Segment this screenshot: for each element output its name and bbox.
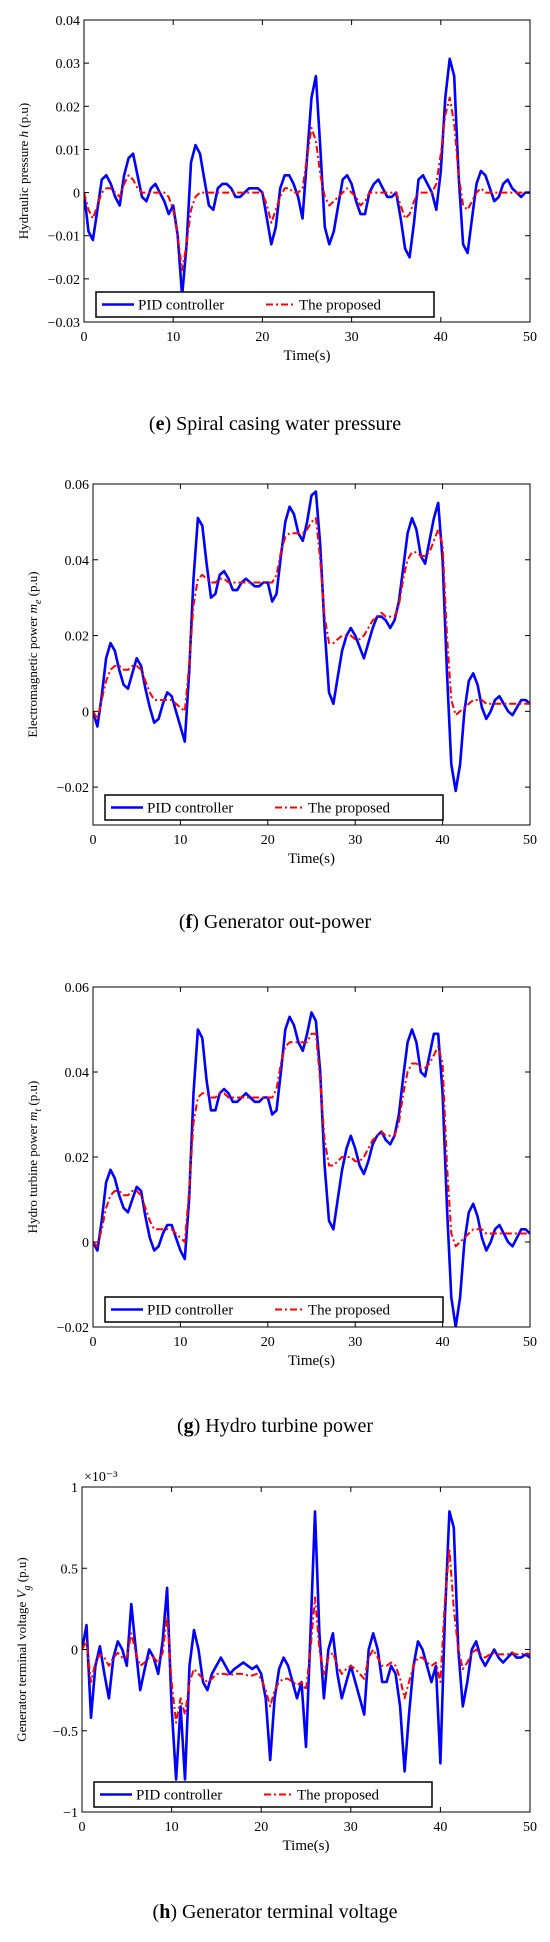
x-tick-label: 30 (344, 1820, 358, 1835)
x-tick-label: 40 (436, 1335, 450, 1350)
caption-letter: g (184, 1415, 194, 1437)
plot-frame (92, 483, 531, 826)
series-line-pid (93, 1011, 530, 1327)
x-axis-label: Time(s) (288, 851, 335, 867)
x-tick-label: 30 (345, 330, 359, 345)
y-tick-label: 0 (82, 705, 89, 720)
x-tick-label: 10 (173, 833, 187, 848)
plot-frame (92, 986, 531, 1328)
legend-label-pid: PID controller (147, 1303, 233, 1319)
series-line-proposed (93, 1032, 530, 1248)
x-tick-label: 0 (81, 330, 88, 345)
legend-label-proposed: The proposed (308, 1303, 391, 1319)
x-tick-label: 50 (523, 833, 537, 848)
legend-label-proposed: The proposed (308, 801, 391, 817)
x-tick-label: 20 (254, 1820, 268, 1835)
y-tick-label: 0.04 (65, 1066, 90, 1081)
y-axis-subscript: t (33, 1109, 44, 1112)
chart-f: 0 10 20 30 40 50 −0.02 0 0.02 0.04 0.06 Time(s) Elec… (25, 478, 537, 933)
y-axis-subscript: e (33, 599, 44, 604)
y-exponent-label: ×10⁻³ (84, 1470, 117, 1485)
x-tick-label: 50 (523, 330, 537, 345)
legend-label-pid: PID controller (147, 801, 233, 817)
plot-frame (83, 19, 531, 323)
chart-caption: (e) Spiral casing water pressure (149, 413, 401, 435)
y-tick-label: 0.02 (65, 630, 90, 645)
y-axis-label: Hydraulic pressure h (p.u) (16, 103, 31, 239)
series-line-pid (93, 490, 530, 793)
series-line-proposed (82, 1547, 530, 1724)
x-tick-label: 20 (255, 330, 269, 345)
caption-letter: e (156, 413, 165, 435)
y-tick-label: 0.04 (56, 14, 81, 29)
legend-label-proposed: The proposed (299, 298, 382, 314)
y-axis-label: Hydro turbine power mt (p.u) (25, 1081, 44, 1234)
y-tick-label: 0 (71, 1644, 78, 1659)
legend: PID controller The proposed (104, 1296, 444, 1323)
chart-e: 0 10 20 30 40 50 −0.03 −0.02 −0.01 0 0.01 0.02 0.03 0… (16, 14, 537, 435)
y-axis-label: Electromagnetic power me (p.u) (25, 571, 44, 737)
x-tick-label: 40 (434, 330, 448, 345)
x-tick-label: 50 (523, 1335, 537, 1350)
chart-caption: (f) Generator out-power (179, 911, 371, 933)
y-tick-label: 0.03 (56, 57, 81, 72)
x-tick-label: 0 (90, 833, 97, 848)
x-axis-label: Time(s) (288, 1353, 335, 1369)
series-line-proposed (93, 517, 530, 720)
y-tick-label: 0 (82, 1236, 89, 1251)
y-tick-label: 0.04 (65, 554, 90, 569)
legend-label-pid: PID controller (136, 1788, 222, 1804)
y-axis-subscript: g (22, 1585, 33, 1590)
y-tick-label: −0.02 (57, 781, 89, 796)
y-tick-label: −0.02 (57, 1321, 89, 1336)
y-axis-symbol: m (25, 604, 40, 613)
x-tick-label: 0 (79, 1820, 86, 1835)
chart-caption: (h) Generator terminal voltage (153, 1901, 398, 1923)
chart-h: 0 10 20 30 40 50 −1 −0.5 0 0.5 1 ×10⁻³ Time(s) Genera… (14, 1470, 537, 1923)
x-axis-label: Time(s) (283, 1838, 330, 1854)
legend-label-pid: PID controller (138, 298, 224, 314)
x-tick-label: 0 (90, 1335, 97, 1350)
x-tick-label: 30 (348, 1335, 362, 1350)
x-tick-label: 40 (436, 833, 450, 848)
y-tick-label: 0 (73, 187, 80, 202)
y-tick-label: −0.02 (48, 273, 80, 288)
x-tick-label: 50 (523, 1820, 537, 1835)
x-axis-label: Time(s) (284, 348, 331, 364)
y-tick-label: −0.01 (48, 230, 80, 245)
y-tick-label: 0.02 (65, 1151, 90, 1166)
caption-letter: f (186, 911, 193, 933)
x-tick-label: 40 (433, 1820, 447, 1835)
x-tick-label: 20 (261, 833, 275, 848)
y-tick-label: −0.03 (48, 316, 80, 331)
y-axis-label: Generator terminal voltage Vg (p.u) (14, 1557, 33, 1741)
y-tick-label: 0.06 (65, 478, 90, 493)
y-tick-label: 0.5 (61, 1562, 79, 1577)
x-tick-label: 30 (348, 833, 362, 848)
y-axis-symbol: m (25, 1112, 40, 1121)
series-line-pid (82, 1510, 530, 1781)
series-line-proposed (84, 96, 530, 272)
x-tick-label: 10 (165, 1820, 179, 1835)
series-line-pid (84, 57, 530, 298)
y-axis-symbol: V (14, 1588, 29, 1598)
y-axis-symbol: h (16, 131, 31, 138)
y-tick-label: −0.5 (53, 1725, 78, 1740)
legend: PID controller The proposed (104, 794, 444, 821)
chart-caption: (g) Hydro turbine power (177, 1415, 373, 1437)
y-tick-label: 1 (71, 1481, 78, 1496)
legend: PID controller The proposed (95, 291, 435, 318)
x-tick-label: 10 (166, 330, 180, 345)
legend-label-proposed: The proposed (297, 1788, 380, 1804)
y-tick-label: 0.02 (56, 100, 81, 115)
y-tick-label: 0.06 (65, 981, 90, 996)
x-tick-label: 20 (261, 1335, 275, 1350)
chart-g: 0 10 20 30 40 50−0.0200.020.040.06Time(s)Hydr… (25, 981, 537, 1437)
legend: PID controller The proposed (93, 1781, 433, 1808)
y-tick-label: −1 (63, 1806, 78, 1821)
caption-letter: h (159, 1901, 170, 1923)
y-tick-label: 0.01 (56, 143, 81, 158)
x-tick-label: 10 (173, 1335, 187, 1350)
